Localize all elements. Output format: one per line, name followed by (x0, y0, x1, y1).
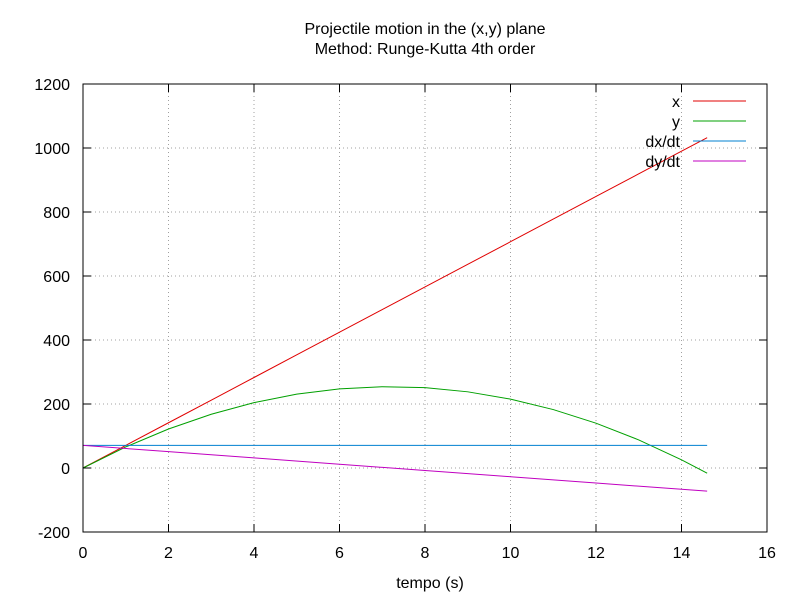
y-tick-label: 200 (43, 397, 70, 414)
legend: xy dx/dt dy/dt (645, 94, 746, 171)
x-tick-label: 14 (673, 545, 691, 562)
x-tick-label: 4 (250, 545, 259, 562)
y-tick-label: 600 (43, 269, 70, 286)
legend-label: dy/dt (645, 154, 680, 171)
y-tick-label: 400 (43, 333, 70, 350)
series-line-y (82, 386, 708, 474)
x-tick-label: 8 (421, 545, 430, 562)
x-tick-label: 6 (335, 545, 344, 562)
series-line-x (82, 137, 708, 469)
y-tick-label: 0 (61, 461, 70, 478)
chart-title: Projectile motion in the (x,y) plane (304, 21, 546, 38)
y-tick-label: 800 (43, 205, 70, 222)
series-line-dy-dt (82, 444, 708, 492)
y-tick-label: -200 (38, 525, 70, 542)
axis-ticks: 0 2 4 6 8 10 12 14 16 -200 0 200 400 600 800 1000 1200 (34, 77, 776, 562)
x-tick-label: 0 (79, 545, 88, 562)
grid (83, 84, 767, 532)
chart-subtitle: Method: Runge-Kutta 4th order (314, 41, 536, 58)
x-tick-label: 16 (758, 545, 776, 562)
y-tick-label: 1000 (34, 141, 70, 158)
x-tick-label: 12 (587, 545, 605, 562)
x-tick-label: 10 (502, 545, 520, 562)
x-tick-label: 2 (164, 545, 173, 562)
y-tick-label: 1200 (34, 77, 70, 94)
legend-label: x (672, 94, 680, 111)
series-layer (82, 137, 708, 492)
legend-label: y (672, 114, 680, 131)
x-axis-label: tempo (s) (396, 575, 464, 592)
legend-label: dx/dt (645, 134, 680, 151)
